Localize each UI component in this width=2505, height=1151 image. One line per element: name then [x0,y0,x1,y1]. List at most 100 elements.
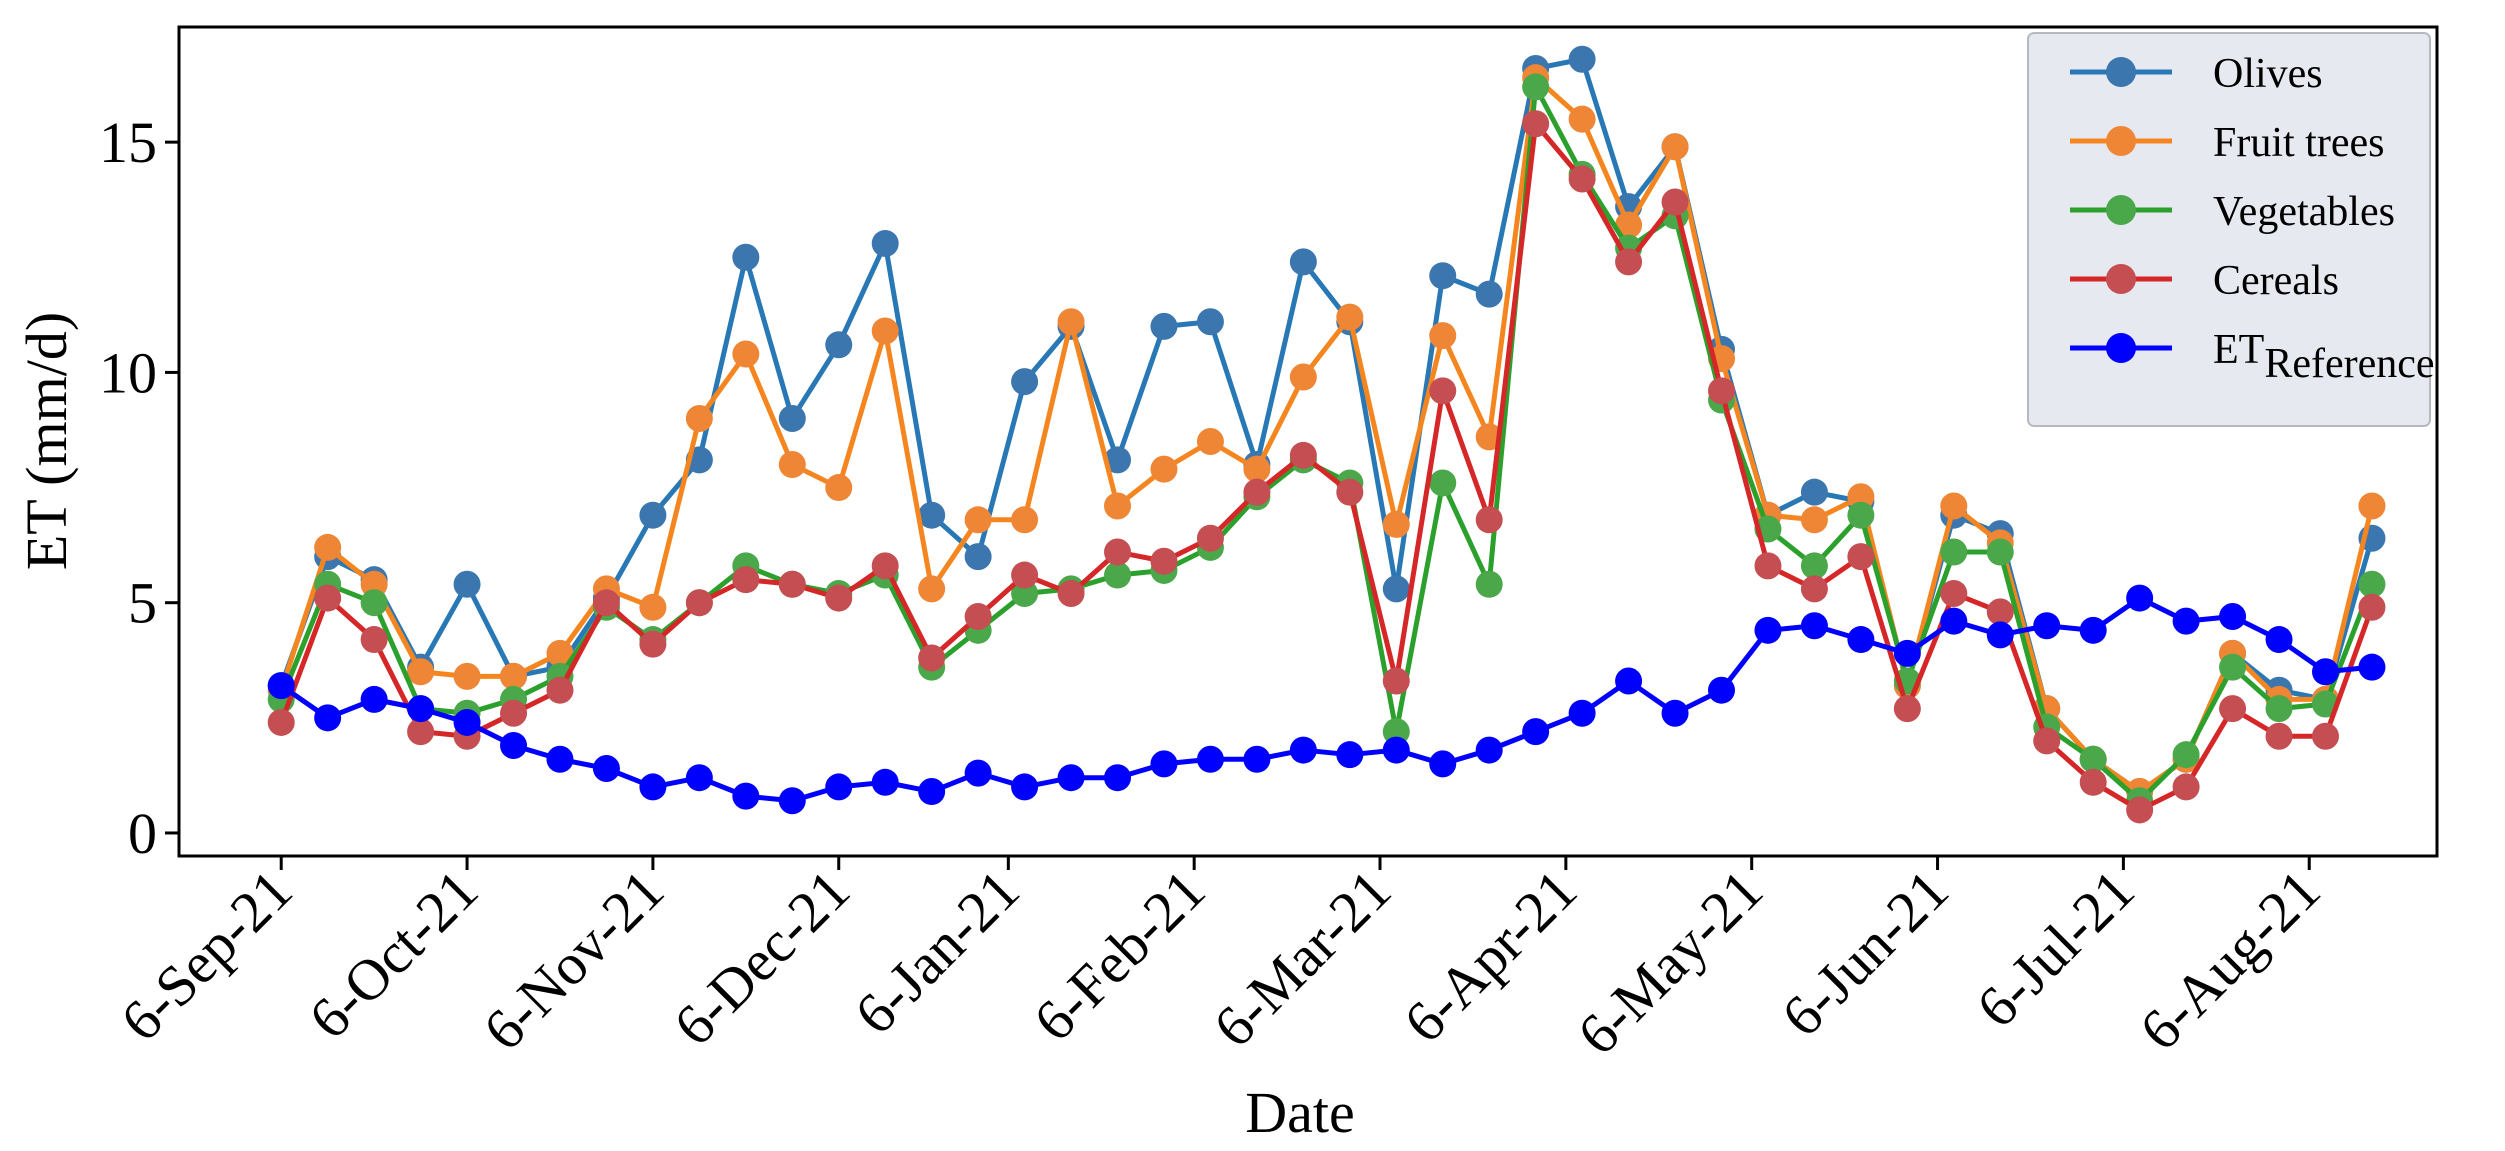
plot-frame [177,25,2439,858]
data-point [1150,547,1178,575]
data-point [2311,722,2339,750]
data-point [1800,552,1828,580]
series-line [278,121,2375,813]
data-point [1382,510,1410,538]
x-axis: 6-Sep-216-Oct-216-Nov-216-Dec-216-Jan-21… [108,856,2332,1067]
data-point [1196,745,1224,773]
data-point [1475,570,1503,598]
data-point [1940,492,1968,520]
legend-label-main: ET [2213,327,2264,373]
legend-label-main: Fruit trees [2213,120,2384,166]
legend: Olives Fruit trees Vegetables Cereals ETRefe… [2027,32,2435,427]
data-point [918,575,946,603]
data-point [778,787,806,815]
legend-label: Cereals [2213,258,2339,304]
data-point [1429,262,1457,290]
data-point [2079,745,2107,773]
legend-item: ETReference [2070,327,2435,387]
x-tick-label: 6-Jan-21 [842,857,1031,1046]
data-point [871,768,899,796]
data-point [2265,722,2293,750]
data-point [1940,607,1968,635]
data-point [1847,626,1875,654]
data-point [964,759,992,787]
data-point [1475,280,1503,308]
y-axis-title: ET (mm/d) [14,312,79,570]
data-point [2033,612,2061,640]
data-point [1615,211,1643,239]
data-point [1893,695,1921,723]
data-point [1243,745,1271,773]
data-point [267,672,295,700]
data-point [546,745,574,773]
data-point [1893,639,1921,667]
x-tick-label: 6-Sep-21 [108,857,304,1053]
data-point [825,773,853,801]
legend-label-main: Cereals [2213,258,2339,304]
data-point [2358,653,2386,681]
data-point [825,474,853,502]
data-point [1475,506,1503,534]
series-et-reference [267,584,2386,815]
data-point [500,699,528,727]
data-point [1011,368,1039,396]
data-point [1568,699,1596,727]
data-point [1847,543,1875,571]
y-tick-label: 15 [99,110,157,175]
data-point [918,501,946,529]
series-cereals [267,110,2386,824]
data-point [1754,616,1782,644]
data-point [918,644,946,672]
x-tick-label: 6-Apr-21 [1391,857,1589,1055]
data-point [1104,492,1132,520]
data-point [1708,377,1736,405]
legend-marker [2106,195,2136,225]
data-point [732,782,760,810]
data-point [500,731,528,759]
data-point [407,718,435,746]
data-point [546,676,574,704]
data-point [685,404,713,432]
x-tick-label: 6-Dec-21 [661,857,862,1058]
data-point [1800,506,1828,534]
data-point [314,584,342,612]
data-point [732,340,760,368]
data-point [407,658,435,686]
data-point [2358,570,2386,598]
data-point [1940,538,1968,566]
data-point [871,229,899,257]
data-point [314,704,342,732]
legend-label: Olives [2213,51,2323,97]
data-point [1986,538,2014,566]
data-point [639,630,667,658]
data-point [1104,764,1132,792]
data-point [1800,575,1828,603]
series-group [267,45,2386,824]
data-point [1289,441,1317,469]
series-line [279,595,2373,804]
data-point [1289,736,1317,764]
data-point [1661,699,1689,727]
data-point [1522,718,1550,746]
x-tick-label: 6-Jun-21 [1769,857,1961,1049]
data-point [1104,561,1132,589]
data-point [1800,478,1828,506]
x-tick-label: 6-May-21 [1565,857,1775,1067]
data-point [1011,561,1039,589]
data-point [2219,653,2247,681]
data-point [732,566,760,594]
data-point [1289,363,1317,391]
data-point [2079,768,2107,796]
data-point [1382,667,1410,695]
data-point [1150,455,1178,483]
data-point [314,533,342,561]
data-point [1708,676,1736,704]
data-point [1568,165,1596,193]
data-point [778,570,806,598]
data-point [592,754,620,782]
data-point [1429,377,1457,405]
data-point [1429,322,1457,350]
data-point [407,695,435,723]
data-point [825,584,853,612]
data-point [546,639,574,667]
